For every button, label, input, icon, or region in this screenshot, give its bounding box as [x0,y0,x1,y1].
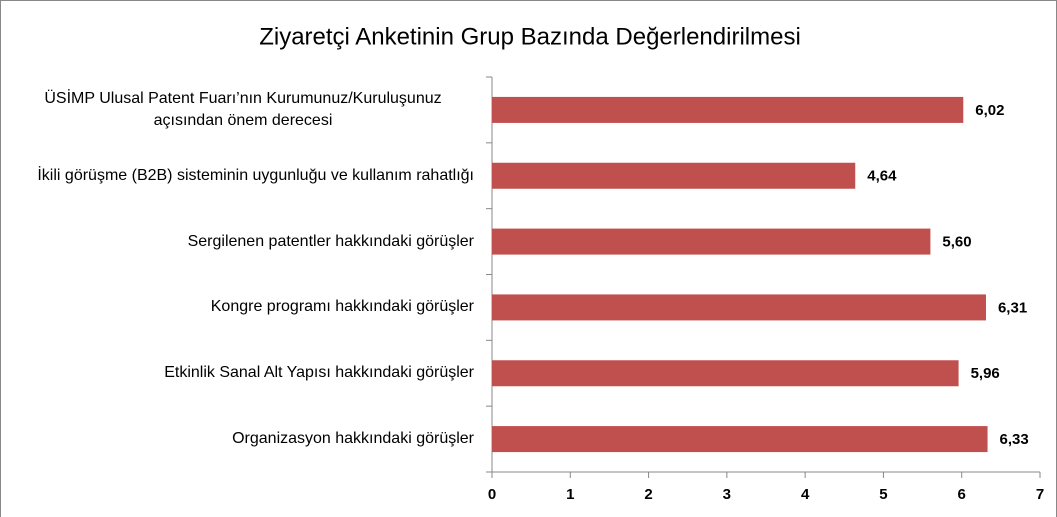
category-label: Etkinlik Sanal Alt Yapısı hakkındaki gör… [164,364,474,382]
data-label: 6,02 [975,102,1004,119]
category-label: ÜSİMP Ulusal Patent Fuarı’nın Kurumunuz/… [44,89,442,129]
x-tick-label: 1 [566,486,574,503]
bar [492,228,931,255]
data-label: 4,64 [867,168,897,185]
bar [492,294,986,321]
bar [492,162,856,189]
x-tick-label: 7 [1036,486,1044,503]
data-label: 5,96 [971,365,1000,382]
chart-title: Ziyaretçi Anketinin Grup Bazında Değerle… [259,23,801,50]
x-tick-label: 5 [879,486,887,503]
data-label: 6,33 [1000,431,1029,448]
x-tick-label: 4 [801,486,810,503]
bar [492,96,964,123]
x-tick-label: 3 [723,486,731,503]
x-tick-label: 2 [644,486,652,503]
category-label: Sergilenen patentler hakkındaki görüşler [187,232,474,250]
bar [492,360,959,387]
data-label: 6,31 [998,299,1027,316]
data-label: 5,60 [942,234,971,251]
category-label: Organizasyon hakkındaki görüşler [232,430,474,448]
x-tick-label: 6 [958,486,966,503]
bar [492,426,988,453]
x-tick-label: 0 [488,486,496,503]
category-label: Kongre programı hakkındaki görüşler [210,298,474,316]
category-label: İkili görüşme (B2B) sisteminin uygunluğu… [37,166,474,184]
